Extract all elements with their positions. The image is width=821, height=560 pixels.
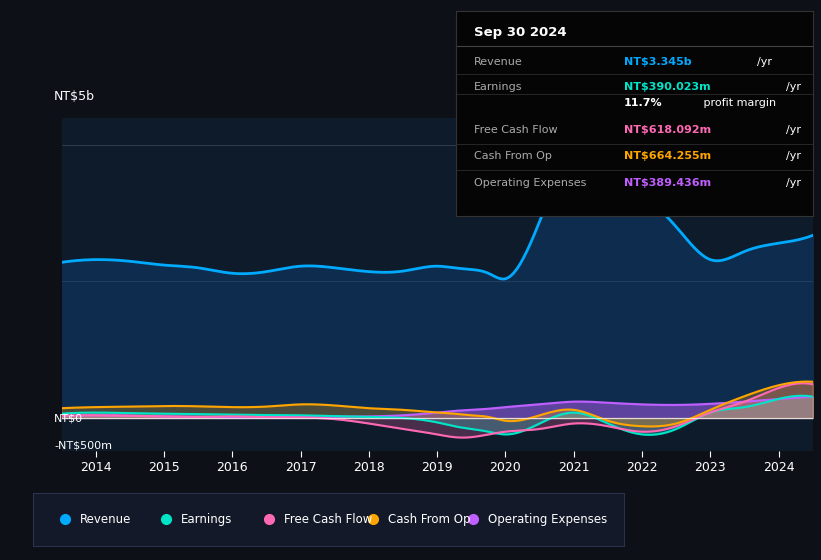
Text: Operating Expenses: Operating Expenses [474,178,586,188]
Text: Free Cash Flow: Free Cash Flow [284,513,373,526]
Text: Revenue: Revenue [80,513,131,526]
Text: Earnings: Earnings [474,82,522,92]
Text: Operating Expenses: Operating Expenses [488,513,608,526]
Text: /yr: /yr [758,57,773,67]
Text: Cash From Op: Cash From Op [388,513,470,526]
Text: /yr: /yr [786,151,801,161]
Text: Cash From Op: Cash From Op [474,151,552,161]
Text: NT$3.345b: NT$3.345b [623,57,691,67]
Text: NT$0: NT$0 [54,413,83,423]
Text: NT$5b: NT$5b [54,90,95,102]
Text: NT$390.023m: NT$390.023m [623,82,710,92]
Text: /yr: /yr [786,125,801,135]
Text: /yr: /yr [786,178,801,188]
Text: -NT$500m: -NT$500m [54,440,112,450]
Text: NT$618.092m: NT$618.092m [623,125,711,135]
Text: Earnings: Earnings [181,513,232,526]
Text: profit margin: profit margin [700,98,777,108]
Text: Sep 30 2024: Sep 30 2024 [474,26,566,39]
Text: Free Cash Flow: Free Cash Flow [474,125,557,135]
Text: /yr: /yr [786,82,801,92]
Text: NT$664.255m: NT$664.255m [623,151,711,161]
Text: 11.7%: 11.7% [623,98,662,108]
Text: Revenue: Revenue [474,57,522,67]
Text: NT$389.436m: NT$389.436m [623,178,711,188]
